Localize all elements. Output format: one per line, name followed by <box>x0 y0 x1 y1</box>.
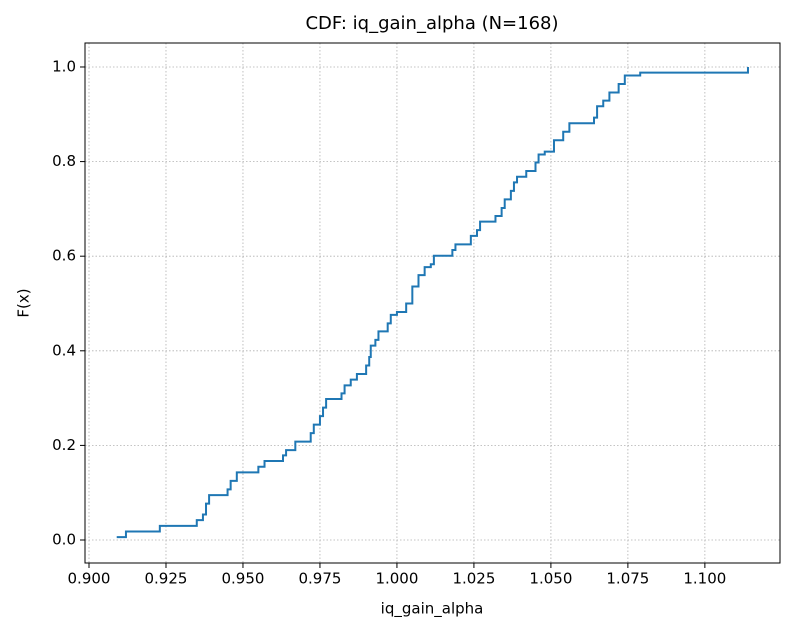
plot-frame <box>84 42 781 564</box>
x-tick-label: 0.900 <box>68 570 111 588</box>
chart-title: CDF: iq_gain_alpha (N=168) <box>305 13 558 34</box>
y-tick-label: 0.8 <box>52 152 76 170</box>
x-tick-label: 1.025 <box>452 570 495 588</box>
y-tick-label: 0.2 <box>52 436 76 454</box>
y-axis-label: F(x) <box>15 288 33 317</box>
x-tick-label: 1.100 <box>683 570 726 588</box>
y-tick-label: 0.4 <box>52 341 76 359</box>
x-tick-label: 0.975 <box>298 570 341 588</box>
x-tick-label: 1.050 <box>529 570 572 588</box>
x-tick-label: 0.925 <box>145 570 188 588</box>
y-tick-label: 1.0 <box>52 57 76 75</box>
x-tick-label: 1.000 <box>375 570 418 588</box>
y-tick-label: 0.0 <box>52 531 76 549</box>
x-axis-label: iq_gain_alpha <box>381 600 484 619</box>
cdf-line <box>116 66 749 539</box>
x-tick-label: 1.075 <box>606 570 649 588</box>
x-tick-label: 0.950 <box>221 570 264 588</box>
y-tick-label: 0.6 <box>52 247 76 265</box>
